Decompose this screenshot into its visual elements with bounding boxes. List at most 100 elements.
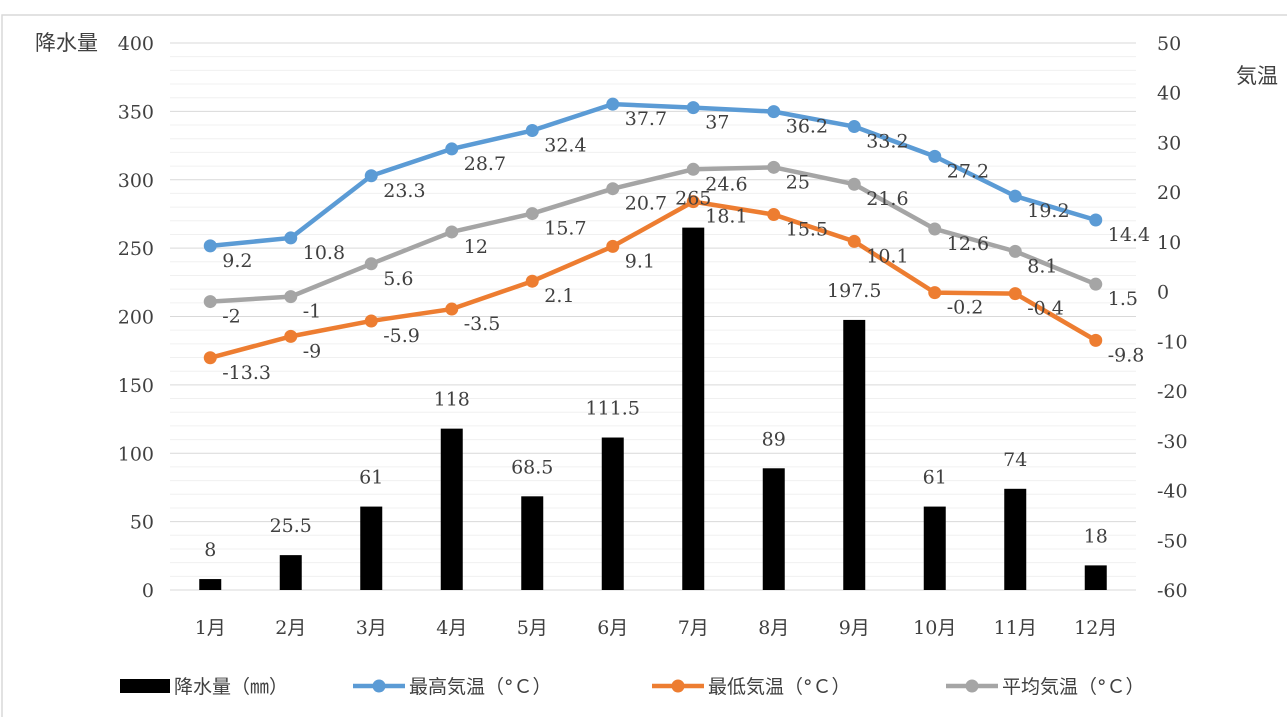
line-point xyxy=(445,302,459,316)
bar-data-label: 68.5 xyxy=(511,456,553,478)
line-point xyxy=(364,169,378,183)
line-point xyxy=(525,124,539,138)
left-tick-label: 0 xyxy=(142,580,154,602)
line-data-label: 33.2 xyxy=(866,131,908,153)
line-data-label: 28.7 xyxy=(464,153,506,175)
line-data-label: 23.3 xyxy=(383,180,425,202)
bar-data-label: 118 xyxy=(434,389,470,411)
line-point xyxy=(606,182,620,196)
x-tick-label: 9月 xyxy=(839,617,870,639)
line-point xyxy=(1089,333,1103,347)
line-point xyxy=(203,295,217,309)
x-tick-label: 7月 xyxy=(678,617,709,639)
line-data-label: 18.1 xyxy=(705,206,747,228)
bar-data-label: 61 xyxy=(359,467,383,489)
x-tick-label: 3月 xyxy=(356,617,387,639)
right-tick-label: 0 xyxy=(1157,282,1169,304)
bar xyxy=(199,579,222,590)
left-tick-label: 400 xyxy=(118,33,154,55)
axes: 降水量 気温 050100150200250300350400-60-50-40… xyxy=(35,31,1278,639)
line-data-label: 25 xyxy=(786,171,810,193)
line-point xyxy=(284,290,298,304)
bar-data-label: 197.5 xyxy=(827,280,881,302)
line-point xyxy=(203,351,217,365)
x-tick-label: 8月 xyxy=(758,617,789,639)
left-tick-label: 100 xyxy=(118,443,154,465)
line-data-label: 37 xyxy=(705,112,729,134)
line-data-label: 10.8 xyxy=(303,242,345,264)
line-data-label: 14.4 xyxy=(1108,224,1150,246)
legend-label: 最低気温（°Ｃ） xyxy=(708,676,851,698)
right-tick-label: 40 xyxy=(1157,83,1181,105)
line-point xyxy=(203,239,217,253)
series-line xyxy=(208,165,1098,304)
x-tick-label: 5月 xyxy=(517,617,548,639)
line-point xyxy=(1089,213,1103,227)
x-tick-label: 4月 xyxy=(436,617,467,639)
line-data-label: 15.7 xyxy=(544,218,586,240)
bar xyxy=(762,468,785,590)
line-data-label: 5.6 xyxy=(383,268,413,290)
bar-data-label: 25.5 xyxy=(270,515,312,537)
line-data-label: 10.1 xyxy=(866,245,908,267)
x-tick-label: 11月 xyxy=(994,617,1037,639)
line-point xyxy=(686,162,700,176)
right-tick-label: -20 xyxy=(1157,381,1188,403)
data-labels: 8 25.5 61 118 68.5 111.5 265 89 197.5 61 74 18 9.2 10… xyxy=(204,108,1150,561)
line-point xyxy=(1008,287,1022,301)
line-data-label: 12.6 xyxy=(947,233,989,255)
line-point xyxy=(847,234,861,248)
line-point xyxy=(284,329,298,343)
bar xyxy=(843,319,866,590)
line-data-label: -5.9 xyxy=(383,325,420,347)
right-tick-label: 20 xyxy=(1157,182,1181,204)
line-data-label: 27.2 xyxy=(947,160,989,182)
left-tick-label: 300 xyxy=(118,170,154,192)
bar-data-label: 61 xyxy=(923,467,947,489)
line-point xyxy=(606,239,620,253)
line-point xyxy=(364,314,378,328)
bar-data-label: 8 xyxy=(204,539,216,561)
line-data-label: 36.2 xyxy=(786,116,828,138)
line-point xyxy=(847,177,861,191)
right-tick-label: -10 xyxy=(1157,331,1188,353)
legend: 降水量（㎜） 最高気温（°Ｃ） 最低気温（°Ｃ） 平均気温（°Ｃ） xyxy=(120,676,1145,698)
right-axis-title: 気温 xyxy=(1236,64,1278,88)
line-data-label: 37.7 xyxy=(625,108,667,130)
line-data-label: 24.6 xyxy=(705,173,747,195)
bar-data-label: 111.5 xyxy=(586,398,640,420)
line-point xyxy=(364,257,378,271)
line-data-label: -3.5 xyxy=(464,313,501,335)
line-point xyxy=(284,231,298,245)
legend-label: 平均気温（°Ｃ） xyxy=(1002,676,1145,698)
left-axis-title: 降水量 xyxy=(35,31,98,55)
line-point xyxy=(847,120,861,134)
right-tick-label: -30 xyxy=(1157,431,1188,453)
line-data-label: 8.1 xyxy=(1027,255,1057,277)
line-data-label: 1.5 xyxy=(1108,288,1138,310)
bar xyxy=(521,496,544,590)
line-data-label: 20.7 xyxy=(625,193,667,215)
line-point xyxy=(928,149,942,163)
line-point xyxy=(445,142,459,156)
line-point xyxy=(767,105,781,119)
legend-marker xyxy=(372,679,386,693)
right-tick-label: -40 xyxy=(1157,481,1188,503)
line-data-label: -13.3 xyxy=(222,362,271,384)
bar xyxy=(360,506,383,590)
bar xyxy=(279,555,302,590)
left-tick-label: 50 xyxy=(130,512,154,534)
right-tick-label: -60 xyxy=(1157,580,1188,602)
bar-series xyxy=(199,227,1107,591)
right-tick-label: -50 xyxy=(1157,530,1188,552)
series-line xyxy=(208,199,1098,361)
x-tick-label: 2月 xyxy=(275,617,306,639)
line-point xyxy=(525,207,539,221)
line-point xyxy=(686,195,700,209)
chart-border xyxy=(1,14,1287,721)
bar-data-label: 18 xyxy=(1084,525,1108,547)
line-point xyxy=(525,274,539,288)
line-point xyxy=(928,222,942,236)
bar xyxy=(923,506,946,590)
